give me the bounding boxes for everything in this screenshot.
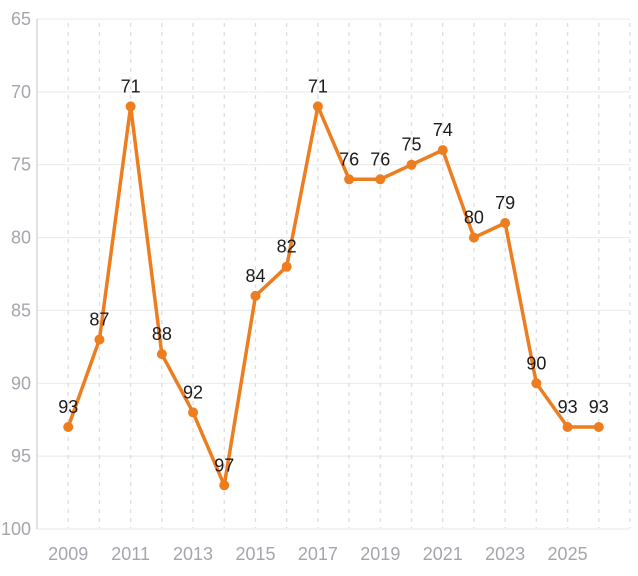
data-point-label: 71	[121, 76, 141, 96]
data-point-label: 76	[370, 149, 390, 169]
data-point-2012[interactable]	[156, 349, 167, 360]
y-tick-label: 95	[11, 446, 31, 466]
data-point-label: 87	[89, 310, 109, 330]
y-tick-label: 65	[11, 9, 31, 29]
x-tick-label: 2011	[111, 544, 150, 564]
data-point-2019[interactable]	[375, 174, 386, 185]
x-tick-label: 2013	[173, 544, 213, 564]
data-point-label: 90	[526, 353, 546, 373]
data-point-label: 92	[183, 382, 203, 402]
y-tick-label: 80	[11, 228, 31, 248]
x-tick-label: 2019	[360, 544, 400, 564]
x-tick-label: 2021	[423, 544, 463, 564]
series-line	[66, 104, 601, 488]
data-point-label: 82	[277, 237, 297, 257]
data-point-2015[interactable]	[250, 290, 261, 301]
data-point-label: 93	[58, 397, 78, 417]
data-point-2024[interactable]	[531, 378, 542, 389]
x-tick-label: 2023	[485, 544, 525, 564]
data-point-2021[interactable]	[437, 145, 448, 156]
data-point-label: 88	[152, 324, 172, 344]
data-point-2013[interactable]	[188, 407, 199, 418]
data-point-label: 93	[589, 397, 609, 417]
data-point-label: 76	[339, 149, 359, 169]
y-tick-label: 70	[11, 82, 31, 102]
data-point-label: 84	[245, 266, 265, 286]
data-point-2020[interactable]	[406, 159, 417, 170]
data-point-label: 71	[308, 76, 328, 96]
data-point-2016[interactable]	[281, 261, 292, 272]
x-tick-label: 2017	[298, 544, 338, 564]
data-point-2023[interactable]	[500, 218, 511, 228]
data-point-label: 75	[402, 135, 422, 155]
data-point-2010[interactable]	[94, 334, 105, 345]
data-point-2009[interactable]	[63, 422, 74, 432]
data-point-label: 93	[558, 397, 578, 417]
x-tick-label: 2009	[48, 544, 88, 564]
data-point-2026[interactable]	[593, 422, 604, 432]
data-point-label: 74	[433, 120, 453, 140]
data-point-2011[interactable]	[125, 101, 136, 112]
data-point-label: 79	[495, 193, 515, 213]
x-tick-label: 2025	[548, 544, 588, 564]
data-point-2025[interactable]	[562, 422, 573, 432]
data-point-label: 80	[464, 208, 484, 228]
y-tick-label: 90	[11, 373, 31, 393]
data-point-2022[interactable]	[468, 232, 479, 243]
data-point-2017[interactable]	[312, 101, 323, 112]
data-point-2018[interactable]	[344, 174, 355, 185]
y-tick-label: 85	[11, 300, 31, 320]
x-tick-label: 2015	[235, 544, 275, 564]
y-tick-label: 75	[11, 155, 31, 175]
data-point-label: 97	[214, 455, 234, 475]
data-point-2014[interactable]	[219, 480, 230, 491]
y-tick-label: 100	[1, 519, 31, 539]
